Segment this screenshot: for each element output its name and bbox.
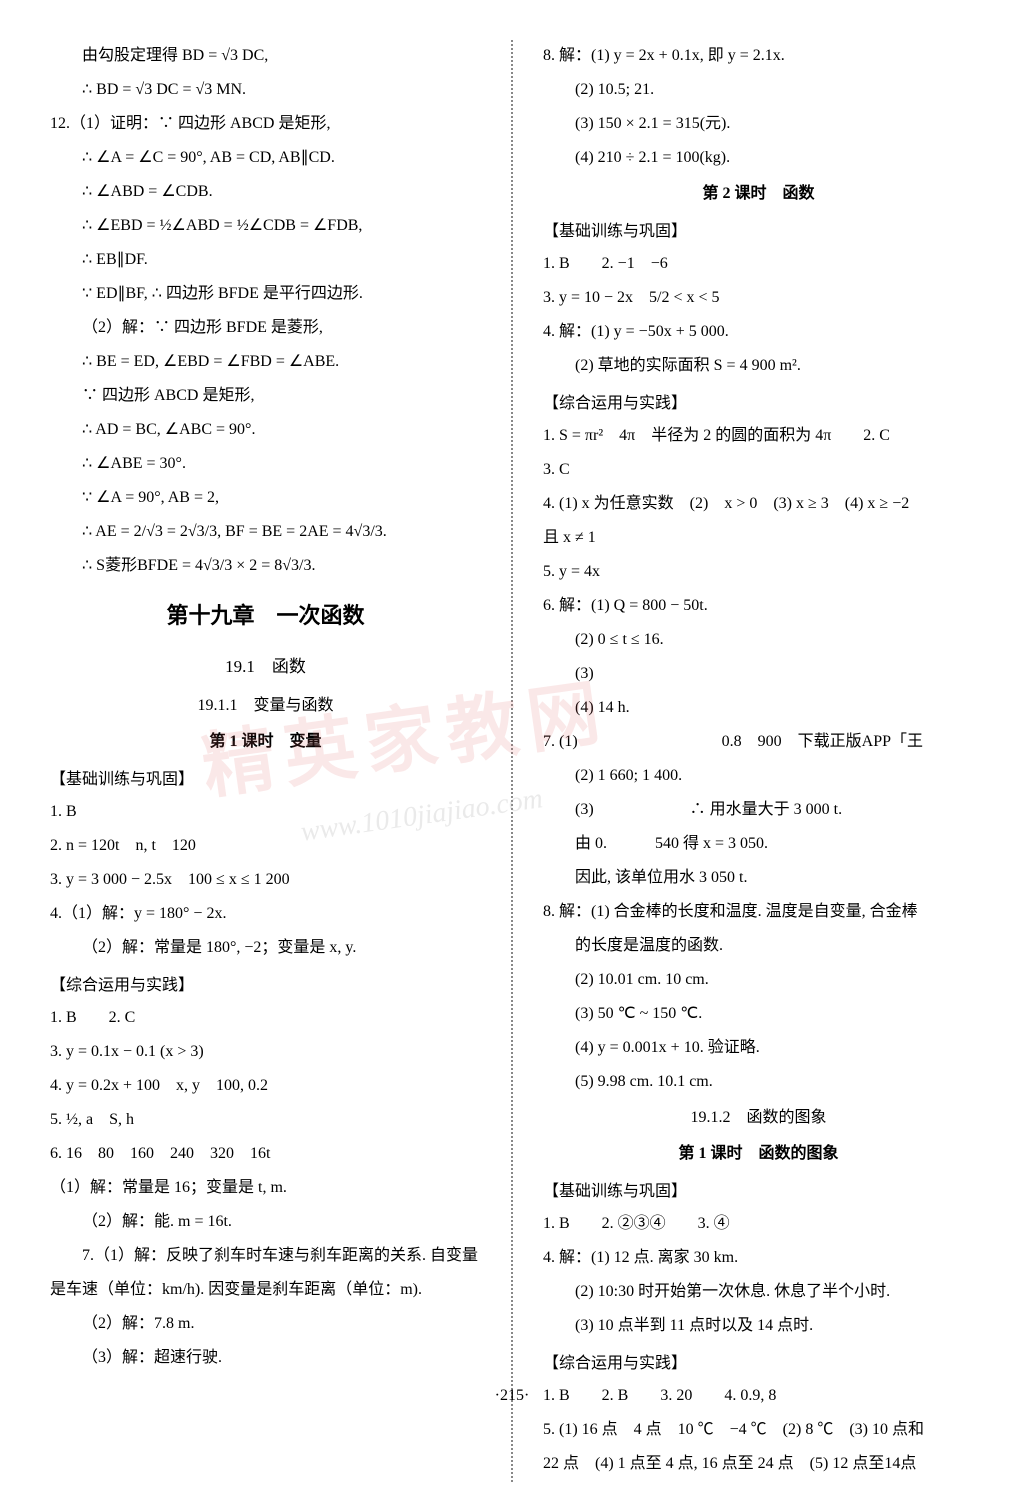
answer-line: (3) <box>543 658 974 690</box>
answer-line: (2) 0 ≤ t ≤ 16. <box>543 624 974 656</box>
proof-line: ∴ AD = BC, ∠ABC = 90°. <box>50 414 481 446</box>
chapter-title: 第十九章 一次函数 <box>50 594 481 638</box>
section-title: 19.1 函数 <box>50 650 481 684</box>
proof-line: ∵ 四边形 ABCD 是矩形, <box>50 380 481 412</box>
answer-line: 1. B 2. ②③④ 3. ④ <box>543 1208 974 1240</box>
section-header: 【综合运用与实践】 <box>543 388 974 420</box>
answer-line: 5. y = 4x <box>543 556 974 588</box>
answer-line: （1）解：常量是 16；变量是 t, m. <box>50 1172 481 1204</box>
proof-line: ∴ BD = √3 DC = √3 MN. <box>50 74 481 106</box>
answer-line: 4. 解：(1) 12 点. 离家 30 km. <box>543 1242 974 1274</box>
proof-line: （2）解：∵ 四边形 BFDE 是菱形, <box>50 312 481 344</box>
answer-line: 3. y = 10 − 2x 5/2 < x < 5 <box>543 282 974 314</box>
answer-line: 8. 解：(1) y = 2x + 0.1x, 即 y = 2.1x. <box>543 40 974 72</box>
subsection-title: 19.1.2 函数的图象 <box>543 1102 974 1134</box>
answer-line: （2）解：7.8 m. <box>50 1308 481 1340</box>
section-header: 【综合运用与实践】 <box>50 970 481 1002</box>
answer-line: (3) 50 ℃ ~ 150 ℃. <box>543 998 974 1030</box>
answer-line: (3) ∴ 用水量大于 3 000 t. <box>543 794 974 826</box>
answer-line: 1. B 2. C <box>50 1002 481 1034</box>
answer-line: 6. 16 80 160 240 320 16t <box>50 1138 481 1170</box>
proof-line: ∵ ED∥BF, ∴ 四边形 BFDE 是平行四边形. <box>50 278 481 310</box>
answer-line: 22 点 (4) 1 点至 4 点, 16 点至 24 点 (5) 12 点至1… <box>543 1448 974 1480</box>
left-column: 由勾股定理得 BD = √3 DC, ∴ BD = √3 DC = √3 MN.… <box>50 40 481 1482</box>
lesson-title: 第 1 课时 函数的图象 <box>543 1138 974 1170</box>
proof-line: ∵ ∠A = 90°, AB = 2, <box>50 482 481 514</box>
answer-line: 4.（1）解：y = 180° − 2x. <box>50 898 481 930</box>
answer-line: 是车速（单位：km/h). 因变量是刹车距离（单位：m). <box>50 1274 481 1306</box>
answer-line: (5) 9.98 cm. 10.1 cm. <box>543 1066 974 1098</box>
answer-line: 的长度是温度的函数. <box>543 930 974 962</box>
answer-line: (3) 150 × 2.1 = 315(元). <box>543 108 974 140</box>
answer-line: 2. n = 120t n, t 120 <box>50 830 481 862</box>
proof-line: ∴ ∠ABD = ∠CDB. <box>50 176 481 208</box>
answer-line: (4) y = 0.001x + 10. 验证略. <box>543 1032 974 1064</box>
answer-line: 4. 解：(1) y = −50x + 5 000. <box>543 316 974 348</box>
answer-line: (2) 10.01 cm. 10 cm. <box>543 964 974 996</box>
subsection-title: 19.1.1 变量与函数 <box>50 690 481 722</box>
answer-line: 1. B <box>50 796 481 828</box>
proof-line: ∴ ∠ABE = 30°. <box>50 448 481 480</box>
right-column: 8. 解：(1) y = 2x + 0.1x, 即 y = 2.1x. (2) … <box>543 40 974 1482</box>
proof-line: ∴ ∠EBD = ½∠ABD = ½∠CDB = ∠FDB, <box>50 210 481 242</box>
section-header: 【综合运用与实践】 <box>543 1348 974 1380</box>
answer-line: 5. (1) 16 点 4 点 10 ℃ −4 ℃ (2) 8 ℃ (3) 10… <box>543 1414 974 1446</box>
answer-line: 3. y = 3 000 − 2.5x 100 ≤ x ≤ 1 200 <box>50 864 481 896</box>
answer-line: 4. (1) x 为任意实数 (2) x > 0 (3) x ≥ 3 (4) x… <box>543 488 974 520</box>
answer-line: (4) 210 ÷ 2.1 = 100(kg). <box>543 142 974 174</box>
answer-line: 4. y = 0.2x + 100 x, y 100, 0.2 <box>50 1070 481 1102</box>
proof-line: 12.（1）证明：∵ 四边形 ABCD 是矩形, <box>50 108 481 140</box>
answer-line: 3. y = 0.1x − 0.1 (x > 3) <box>50 1036 481 1068</box>
answer-line: 3. C <box>543 454 974 486</box>
answer-line: (3) 10 点半到 11 点时以及 14 点时. <box>543 1310 974 1342</box>
answer-line: （2）解：常量是 180°, −2；变量是 x, y. <box>50 932 481 964</box>
answer-line: （2）解：能. m = 16t. <box>50 1206 481 1238</box>
proof-line: ∴ BE = ED, ∠EBD = ∠FBD = ∠ABE. <box>50 346 481 378</box>
answer-line: (2) 10.5; 21. <box>543 74 974 106</box>
answer-line: 5. ½, a S, h <box>50 1104 481 1136</box>
page-content: 由勾股定理得 BD = √3 DC, ∴ BD = √3 DC = √3 MN.… <box>0 0 1024 1502</box>
answer-line: 1. S = πr² 4π 半径为 2 的圆的面积为 4π 2. C <box>543 420 974 452</box>
answer-line: 因此, 该单位用水 3 050 t. <box>543 862 974 894</box>
answer-line: 1. B 2. −1 −6 <box>543 248 974 280</box>
proof-line: ∴ AE = 2/√3 = 2√3/3, BF = BE = 2AE = 4√3… <box>50 516 481 548</box>
proof-line: ∴ S菱形BFDE = 4√3/3 × 2 = 8√3/3. <box>50 550 481 582</box>
answer-line: 6. 解：(1) Q = 800 − 50t. <box>543 590 974 622</box>
page-number: ·215· <box>0 1387 1024 1405</box>
answer-line: (4) 14 h. <box>543 692 974 724</box>
lesson-title: 第 2 课时 函数 <box>543 178 974 210</box>
section-header: 【基础训练与巩固】 <box>543 1176 974 1208</box>
column-divider <box>511 40 513 1482</box>
answer-line: (2) 1 660; 1 400. <box>543 760 974 792</box>
answer-line: 7.（1）解：反映了刹车时车速与刹车距离的关系. 自变量 <box>50 1240 481 1272</box>
lesson-title: 第 1 课时 变量 <box>50 726 481 758</box>
answer-line: 7. (1) 0.8 900 下载正版APP「王 <box>543 726 974 758</box>
section-header: 【基础训练与巩固】 <box>50 764 481 796</box>
section-header: 【基础训练与巩固】 <box>543 216 974 248</box>
answer-line: （3）解：超速行驶. <box>50 1342 481 1374</box>
answer-line: (2) 10:30 时开始第一次休息. 休息了半个小时. <box>543 1276 974 1308</box>
answer-line: 且 x ≠ 1 <box>543 522 974 554</box>
proof-line: 由勾股定理得 BD = √3 DC, <box>50 40 481 72</box>
proof-line: ∴ ∠A = ∠C = 90°, AB = CD, AB∥CD. <box>50 142 481 174</box>
answer-line: (2) 草地的实际面积 S = 4 900 m². <box>543 350 974 382</box>
answer-line: 8. 解：(1) 合金棒的长度和温度. 温度是自变量, 合金棒 <box>543 896 974 928</box>
answer-line: 由 0. 540 得 x = 3 050. <box>543 828 974 860</box>
proof-line: ∴ EB∥DF. <box>50 244 481 276</box>
